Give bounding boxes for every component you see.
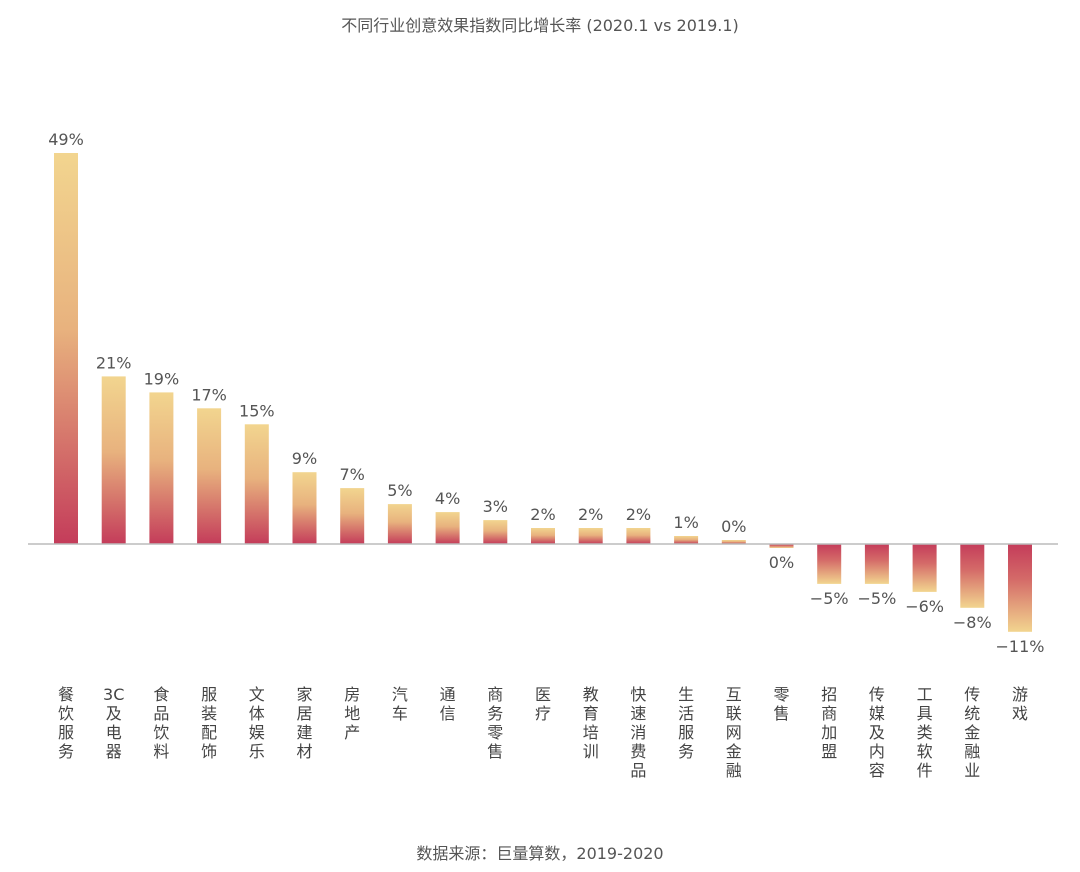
chart-source-note: 数据来源：巨量算数，2019-2020 bbox=[416, 844, 664, 863]
value-label-1: 21% bbox=[96, 353, 132, 372]
bar-17 bbox=[864, 544, 889, 584]
value-label-10: 2% bbox=[530, 505, 555, 524]
category-label-7: 汽车 bbox=[392, 685, 408, 723]
category-label-10: 医疗 bbox=[535, 685, 551, 723]
bar-16 bbox=[817, 544, 842, 584]
value-label-16: −5% bbox=[810, 589, 849, 608]
bar-12 bbox=[626, 528, 651, 544]
category-label-20: 游戏 bbox=[1012, 685, 1028, 723]
bar-1 bbox=[101, 376, 126, 544]
bar-0 bbox=[54, 153, 78, 544]
value-label-3: 17% bbox=[191, 385, 227, 404]
value-label-5: 9% bbox=[292, 449, 317, 468]
bar-5 bbox=[292, 472, 317, 544]
category-label-4: 文体娱乐 bbox=[249, 685, 265, 761]
bar-6 bbox=[340, 488, 365, 544]
bar-14 bbox=[721, 540, 746, 544]
bar-18 bbox=[912, 544, 937, 592]
bar-9 bbox=[483, 520, 508, 544]
category-label-16: 招商加盟 bbox=[821, 685, 837, 761]
category-label-3: 服装配饰 bbox=[201, 685, 217, 761]
value-label-7: 5% bbox=[387, 481, 412, 500]
value-label-15: 0% bbox=[769, 553, 794, 572]
bar-2 bbox=[149, 392, 174, 544]
value-label-9: 3% bbox=[483, 497, 508, 516]
value-label-8: 4% bbox=[435, 489, 460, 508]
bar-19 bbox=[960, 544, 985, 608]
bar-20 bbox=[1008, 544, 1032, 632]
bar-4 bbox=[244, 424, 269, 544]
value-label-0: 49% bbox=[48, 130, 84, 149]
category-label-18: 工具类软件 bbox=[917, 685, 933, 780]
value-label-14: 0% bbox=[721, 517, 746, 536]
category-label-5: 家居建材 bbox=[296, 685, 312, 761]
chart-title: 不同行业创意效果指数同比增长率 (2020.1 vs 2019.1) bbox=[341, 16, 739, 35]
category-label-14: 互联网金融 bbox=[726, 685, 742, 780]
value-label-2: 19% bbox=[144, 369, 180, 388]
category-label-2: 食品饮料 bbox=[153, 685, 169, 761]
category-label-13: 生活服务 bbox=[678, 685, 694, 761]
bar-3 bbox=[197, 408, 222, 544]
value-label-19: −8% bbox=[953, 613, 992, 632]
value-label-17: −5% bbox=[858, 589, 897, 608]
category-label-15: 零售 bbox=[773, 685, 789, 723]
value-label-12: 2% bbox=[626, 505, 651, 524]
bar-10 bbox=[531, 528, 555, 544]
value-label-11: 2% bbox=[578, 505, 603, 524]
value-label-6: 7% bbox=[340, 465, 365, 484]
value-label-20: −11% bbox=[996, 637, 1045, 656]
value-label-18: −6% bbox=[905, 597, 944, 616]
bar-7 bbox=[387, 504, 412, 544]
category-label-11: 教育培训 bbox=[583, 685, 599, 761]
bar-11 bbox=[578, 528, 603, 544]
value-label-13: 1% bbox=[673, 513, 698, 532]
bar-8 bbox=[435, 512, 460, 544]
category-label-1: 3C 及电器 bbox=[103, 685, 124, 761]
category-label-6: 房地产 bbox=[344, 685, 360, 742]
bar-13 bbox=[674, 536, 699, 544]
category-label-12: 快速消费品 bbox=[630, 685, 646, 780]
category-label-8: 通信 bbox=[440, 685, 456, 723]
category-label-0: 餐饮服务 bbox=[58, 685, 74, 761]
category-label-9: 商务零售 bbox=[487, 685, 503, 761]
category-label-17: 传媒及内容 bbox=[869, 685, 885, 780]
value-label-4: 15% bbox=[239, 401, 275, 420]
bar-15 bbox=[769, 544, 794, 548]
category-label-19: 传统金融业 bbox=[964, 685, 980, 780]
